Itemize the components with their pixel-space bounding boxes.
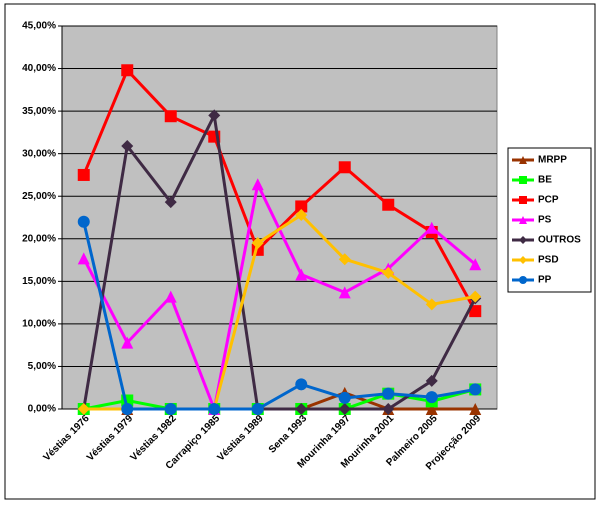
marker <box>469 383 482 396</box>
y-tick-label: 30,00% <box>22 148 56 159</box>
series <box>77 215 482 415</box>
marker <box>251 403 264 415</box>
marker <box>425 403 438 415</box>
y-tick-label: 40,00% <box>22 63 56 74</box>
marker <box>382 403 395 415</box>
legend-marker <box>519 256 527 264</box>
marker <box>77 215 90 228</box>
marker <box>121 140 134 153</box>
legend-label: PP <box>538 275 552 286</box>
marker <box>164 196 177 209</box>
marker <box>425 298 438 311</box>
y-tick-label: 25,00% <box>22 191 56 202</box>
legend-item: BE <box>512 175 552 186</box>
marker <box>469 258 482 271</box>
legend-marker <box>519 276 527 284</box>
legend-item: PS <box>512 215 552 226</box>
y-tick-label: 35,00% <box>22 106 56 117</box>
marker <box>469 290 482 303</box>
marker <box>121 336 134 349</box>
legend-item: PP <box>512 275 552 286</box>
legend-label: PSD <box>538 255 559 266</box>
marker <box>382 266 395 279</box>
legend-marker <box>519 216 527 224</box>
marker <box>469 305 482 318</box>
legend-marker <box>519 156 527 164</box>
marker <box>77 168 90 181</box>
y-tick-label: 0,00% <box>28 404 56 415</box>
y-tick-label: 45,00% <box>22 21 56 32</box>
marker <box>382 387 395 400</box>
marker <box>251 237 264 250</box>
marker <box>77 403 90 415</box>
marker <box>338 403 351 415</box>
marker <box>425 391 438 404</box>
y-tick-label: 15,00% <box>22 276 56 287</box>
legend-label: OUTROS <box>538 235 581 246</box>
legend-item: PCP <box>512 195 559 206</box>
marker <box>251 178 264 191</box>
plot-area <box>61 25 498 410</box>
marker <box>295 200 308 213</box>
marker <box>425 374 438 387</box>
marker <box>208 403 221 415</box>
marker <box>469 403 482 415</box>
marker <box>208 109 221 122</box>
legend-marker <box>519 176 527 184</box>
marker <box>77 252 90 265</box>
marker <box>338 391 351 404</box>
marker <box>121 64 134 77</box>
marker <box>164 110 177 123</box>
marker <box>382 198 395 211</box>
marker <box>295 403 308 415</box>
marker <box>164 290 177 303</box>
legend-label: MRPP <box>538 155 567 166</box>
marker <box>338 161 351 174</box>
legend-item: PSD <box>512 255 559 266</box>
marker <box>295 268 308 281</box>
marker <box>295 378 308 391</box>
legend-label: PS <box>538 215 552 226</box>
marker <box>338 286 351 299</box>
y-tick-label: 20,00% <box>22 233 56 244</box>
marker <box>425 221 438 234</box>
legend-label: BE <box>538 175 552 186</box>
legend-item: OUTROS <box>512 235 581 246</box>
marker <box>338 253 351 266</box>
legend-label: PCP <box>538 195 559 206</box>
series-line <box>82 221 476 411</box>
y-tick-label: 5,00% <box>28 361 56 372</box>
legend-marker <box>519 196 527 204</box>
y-tick-label: 10,00% <box>22 319 56 330</box>
marker <box>295 208 308 221</box>
marker <box>164 403 177 415</box>
marker <box>121 403 134 415</box>
legend-item: MRPP <box>512 155 567 166</box>
legend-marker <box>519 236 527 244</box>
